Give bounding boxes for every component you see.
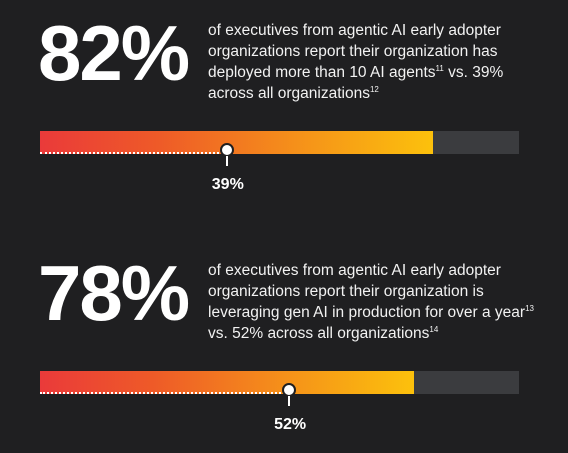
all-orgs-label: 39% (211, 176, 244, 193)
description-text: of executives from agentic AI early adop… (208, 262, 526, 321)
marker-dot-icon (219, 143, 234, 157)
early-adopter-bar (40, 371, 414, 394)
all-orgs-marker (219, 143, 235, 183)
marker-stem (288, 396, 291, 406)
footnote-marker: 13 (525, 303, 534, 313)
bar-track: 39% (40, 131, 519, 193)
marker-stem (225, 156, 228, 166)
marker-dot-icon (282, 383, 297, 397)
stat-description: of executives from agentic AI early adop… (208, 20, 538, 104)
all-orgs-dotted-line (40, 152, 227, 154)
all-orgs-label: 52% (274, 416, 307, 433)
footnote-marker: 11 (435, 63, 444, 73)
description-tail: vs. 39% across all organizations (208, 64, 504, 102)
footnote-marker: 14 (429, 324, 439, 334)
description-text: of executives from agentic AI early adop… (208, 22, 501, 81)
all-orgs-dotted-line (40, 392, 290, 394)
headline-percent: 78% (38, 249, 190, 337)
all-orgs-marker (281, 383, 297, 423)
description-tail: vs. 52% across all organizations (208, 325, 430, 342)
headline-percent: 82% (38, 9, 190, 97)
footnote-marker: 12 (369, 84, 379, 94)
bar-track: 52% (40, 371, 519, 433)
stat-description: of executives from agentic AI early adop… (208, 260, 538, 344)
early-adopter-bar (40, 131, 433, 154)
